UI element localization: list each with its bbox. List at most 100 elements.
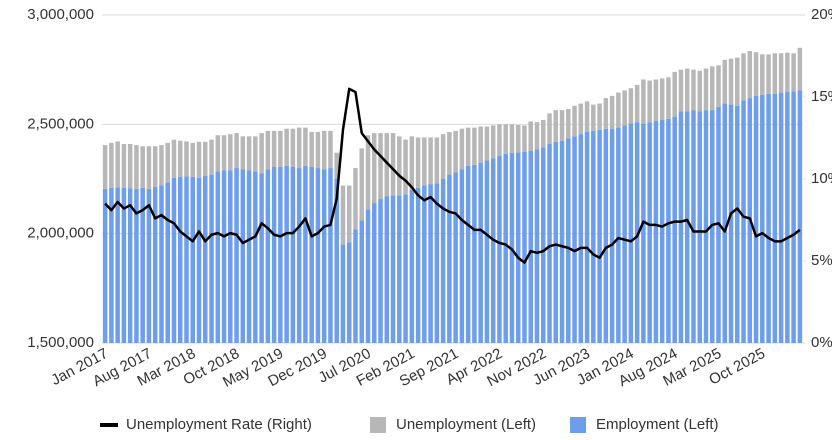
bar — [109, 142, 114, 188]
bar — [296, 127, 302, 169]
bar — [735, 57, 740, 106]
bar — [253, 171, 258, 343]
bar — [140, 187, 145, 343]
bar — [453, 172, 458, 343]
bar — [760, 54, 765, 95]
bar — [547, 113, 552, 145]
bar — [334, 179, 339, 343]
bar — [597, 103, 602, 130]
bar — [221, 170, 227, 343]
bar — [346, 185, 352, 243]
bar — [309, 131, 314, 167]
bar — [134, 188, 139, 343]
bar — [628, 123, 634, 344]
bar — [797, 47, 803, 91]
bar — [760, 94, 765, 344]
bar — [484, 126, 490, 161]
bar — [653, 121, 659, 343]
bar — [109, 187, 114, 343]
bar — [778, 92, 784, 343]
bar — [265, 130, 271, 170]
bar — [397, 136, 402, 196]
bar — [453, 130, 458, 173]
bar — [415, 187, 421, 343]
bar — [728, 104, 734, 343]
bar — [559, 110, 565, 141]
bar — [290, 128, 296, 167]
bar — [177, 176, 183, 343]
bar — [403, 139, 408, 195]
bar — [259, 133, 264, 174]
bar — [365, 209, 371, 343]
bar — [559, 140, 565, 343]
legend-label: Employment (Left) — [596, 416, 719, 433]
bar — [666, 77, 671, 119]
bar — [328, 130, 333, 169]
bar — [121, 144, 127, 188]
bar — [184, 141, 189, 177]
bar — [641, 123, 646, 344]
bar — [159, 185, 164, 343]
bar — [303, 165, 308, 343]
bar — [372, 203, 377, 343]
bar — [127, 144, 133, 189]
bar — [228, 134, 233, 171]
y2-tick-label: 10% — [811, 170, 832, 187]
legend-label: Unemployment (Left) — [396, 416, 536, 433]
bar — [503, 153, 508, 343]
bar — [253, 136, 258, 172]
bar — [152, 146, 158, 187]
bar — [578, 103, 584, 135]
bar — [409, 136, 415, 190]
bar — [422, 185, 427, 343]
bar — [634, 84, 640, 123]
bar — [478, 162, 483, 343]
bar — [359, 148, 364, 221]
bar — [522, 151, 527, 343]
bar — [509, 124, 515, 153]
bar — [497, 156, 502, 343]
bar — [171, 139, 177, 178]
y2-tick-label: 15% — [811, 88, 832, 105]
bar — [547, 144, 552, 343]
bar — [422, 137, 427, 186]
bar — [659, 119, 665, 344]
y2-tick-label: 20% — [811, 6, 832, 23]
bar — [315, 131, 321, 169]
bar — [440, 179, 446, 343]
y-tick-label: 3,000,000 — [27, 6, 94, 23]
bar — [384, 196, 390, 343]
bar — [428, 184, 433, 343]
bar — [797, 90, 803, 343]
bar — [459, 128, 465, 170]
bar — [534, 122, 540, 150]
bar — [447, 131, 452, 175]
bar — [171, 177, 177, 343]
bar — [672, 116, 677, 344]
bar — [321, 169, 327, 343]
bar — [159, 145, 164, 186]
bar — [722, 59, 728, 104]
bar — [340, 185, 346, 245]
bar — [528, 151, 533, 343]
bar — [353, 168, 358, 230]
bar — [497, 124, 502, 157]
bar — [465, 127, 471, 166]
bar — [290, 166, 296, 343]
bar — [353, 229, 358, 343]
bar — [741, 100, 746, 343]
bar — [384, 133, 390, 197]
bar — [309, 166, 314, 343]
bar — [572, 105, 577, 137]
bar — [684, 111, 690, 343]
bar — [228, 170, 233, 343]
bar — [346, 242, 352, 343]
bar — [115, 141, 120, 188]
bar — [647, 122, 652, 343]
bar — [703, 110, 709, 344]
bar — [271, 130, 277, 167]
bar — [328, 168, 333, 343]
bar — [102, 188, 108, 343]
bar — [365, 135, 371, 210]
